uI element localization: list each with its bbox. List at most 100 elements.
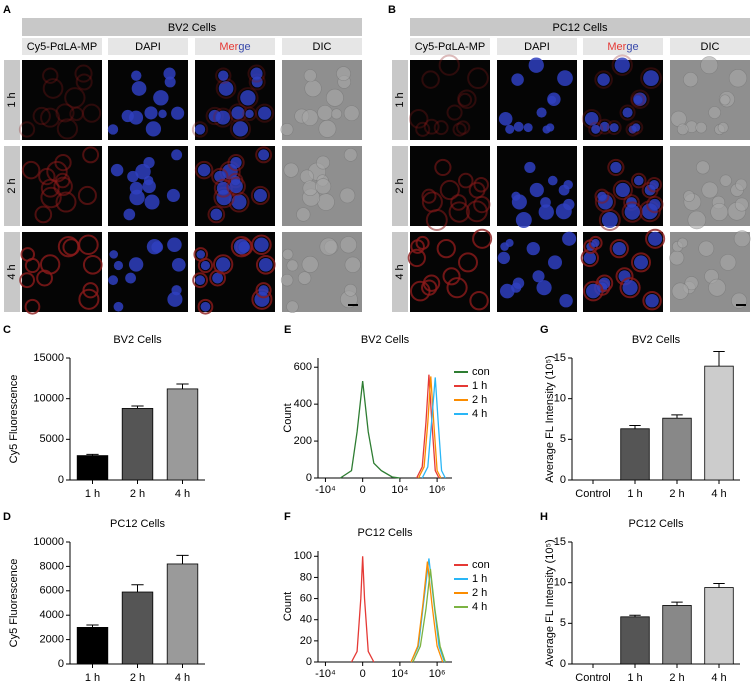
cell-outline bbox=[339, 187, 356, 204]
x-tick-label: 2 h bbox=[669, 672, 684, 684]
cell-signal bbox=[230, 235, 253, 258]
cell-signal bbox=[598, 209, 621, 231]
nucleus bbox=[167, 291, 183, 307]
x-tick-label: 1 h bbox=[85, 488, 100, 500]
cell-signal bbox=[53, 176, 73, 197]
x-tick-label: 10⁶ bbox=[429, 484, 446, 496]
legend-label: con bbox=[472, 366, 490, 378]
x-tick-label: 10⁴ bbox=[391, 484, 408, 496]
row-header bbox=[4, 60, 20, 140]
chart-title: BV2 Cells bbox=[113, 334, 162, 346]
cell-signal bbox=[629, 120, 644, 135]
column-label: DIC bbox=[313, 41, 332, 53]
cell-outline bbox=[303, 69, 317, 83]
error-bar bbox=[86, 624, 99, 628]
error-bar bbox=[131, 405, 144, 409]
nucleus bbox=[563, 198, 575, 211]
cell-signal bbox=[42, 78, 64, 99]
y-tick-label: 0 bbox=[306, 656, 312, 668]
nucleus bbox=[200, 301, 211, 312]
cell-outline bbox=[719, 174, 732, 187]
cell-signal bbox=[21, 160, 41, 180]
nucleus bbox=[107, 124, 119, 135]
nucleus bbox=[609, 123, 619, 133]
cell-signal bbox=[40, 186, 62, 209]
cell-outline bbox=[684, 276, 699, 291]
cell-signal bbox=[69, 106, 84, 122]
y-axis-label: Count bbox=[282, 592, 294, 621]
y-tick-label: 5000 bbox=[40, 433, 64, 445]
nucleus bbox=[153, 90, 169, 106]
nucleus bbox=[536, 107, 547, 118]
cell-signal bbox=[55, 103, 75, 123]
cell-outline bbox=[683, 72, 699, 88]
y-tick-label: 6000 bbox=[40, 585, 64, 597]
cell-signal bbox=[469, 290, 489, 311]
chart-title: BV2 Cells bbox=[632, 334, 681, 346]
micrograph bbox=[410, 60, 490, 140]
panel-letter: H bbox=[540, 511, 548, 523]
x-tick-label: 2 h bbox=[130, 672, 145, 684]
cell-outline bbox=[708, 106, 721, 119]
cell-outline bbox=[344, 283, 357, 297]
cell-signal bbox=[442, 267, 461, 286]
cell-outline bbox=[286, 300, 299, 313]
nucleus bbox=[240, 90, 256, 106]
bar bbox=[662, 605, 692, 665]
cell-signal bbox=[82, 254, 103, 275]
error-bar bbox=[713, 350, 725, 367]
panel-letter: D bbox=[3, 511, 11, 523]
x-tick-label: 10⁴ bbox=[391, 668, 408, 680]
cell-signal bbox=[436, 238, 456, 259]
cell-outline bbox=[733, 230, 751, 248]
panel-header bbox=[22, 18, 362, 36]
nucleus bbox=[145, 121, 162, 137]
histogram-line bbox=[410, 558, 446, 663]
y-tick-label: 0 bbox=[58, 474, 64, 486]
cell-signal bbox=[20, 247, 36, 262]
row-label: 4 h bbox=[6, 264, 18, 279]
cell-signal bbox=[448, 201, 470, 223]
nucleus bbox=[547, 175, 558, 186]
y-tick-label: 5 bbox=[560, 433, 566, 445]
cell-signal bbox=[457, 252, 479, 273]
x-tick-label: 1 h bbox=[627, 488, 642, 500]
cell-signal bbox=[457, 92, 473, 108]
nucleus bbox=[505, 124, 515, 134]
nucleus bbox=[632, 123, 641, 132]
error-bar bbox=[629, 614, 641, 617]
nucleus bbox=[194, 124, 206, 135]
y-tick-label: 10 bbox=[554, 577, 566, 589]
error-bar bbox=[629, 425, 641, 429]
cell-outline bbox=[677, 237, 688, 249]
y-tick-label: 10 bbox=[554, 393, 566, 405]
column-label-part: ge bbox=[238, 41, 250, 53]
bar bbox=[166, 388, 199, 481]
legend-label: 1 h bbox=[472, 573, 487, 585]
nucleus bbox=[123, 208, 136, 221]
cell-signal bbox=[242, 106, 257, 122]
row-header bbox=[4, 232, 20, 312]
cell-signal bbox=[191, 121, 209, 138]
histogram-line bbox=[417, 376, 442, 479]
nucleus bbox=[229, 179, 243, 194]
cell-outline bbox=[339, 236, 358, 254]
legend-label: 4 h bbox=[472, 408, 487, 420]
cell-signal bbox=[194, 160, 214, 180]
nucleus bbox=[171, 149, 183, 161]
cell-outline bbox=[698, 240, 715, 257]
cell-signal bbox=[255, 103, 275, 123]
cell-signal bbox=[594, 188, 610, 204]
nucleus bbox=[615, 182, 630, 198]
cell-signal bbox=[192, 272, 209, 289]
nucleus bbox=[497, 251, 510, 265]
y-axis-label: Average FL Intensity (10⁵) bbox=[544, 539, 556, 666]
nucleus bbox=[499, 283, 515, 299]
cell-signal bbox=[255, 282, 272, 299]
panel-letter: B bbox=[388, 4, 396, 16]
cell-outline bbox=[731, 292, 748, 309]
nucleus bbox=[526, 241, 540, 256]
y-tick-label: 40 bbox=[300, 614, 312, 626]
nucleus bbox=[258, 106, 272, 120]
nucleus bbox=[649, 179, 659, 190]
